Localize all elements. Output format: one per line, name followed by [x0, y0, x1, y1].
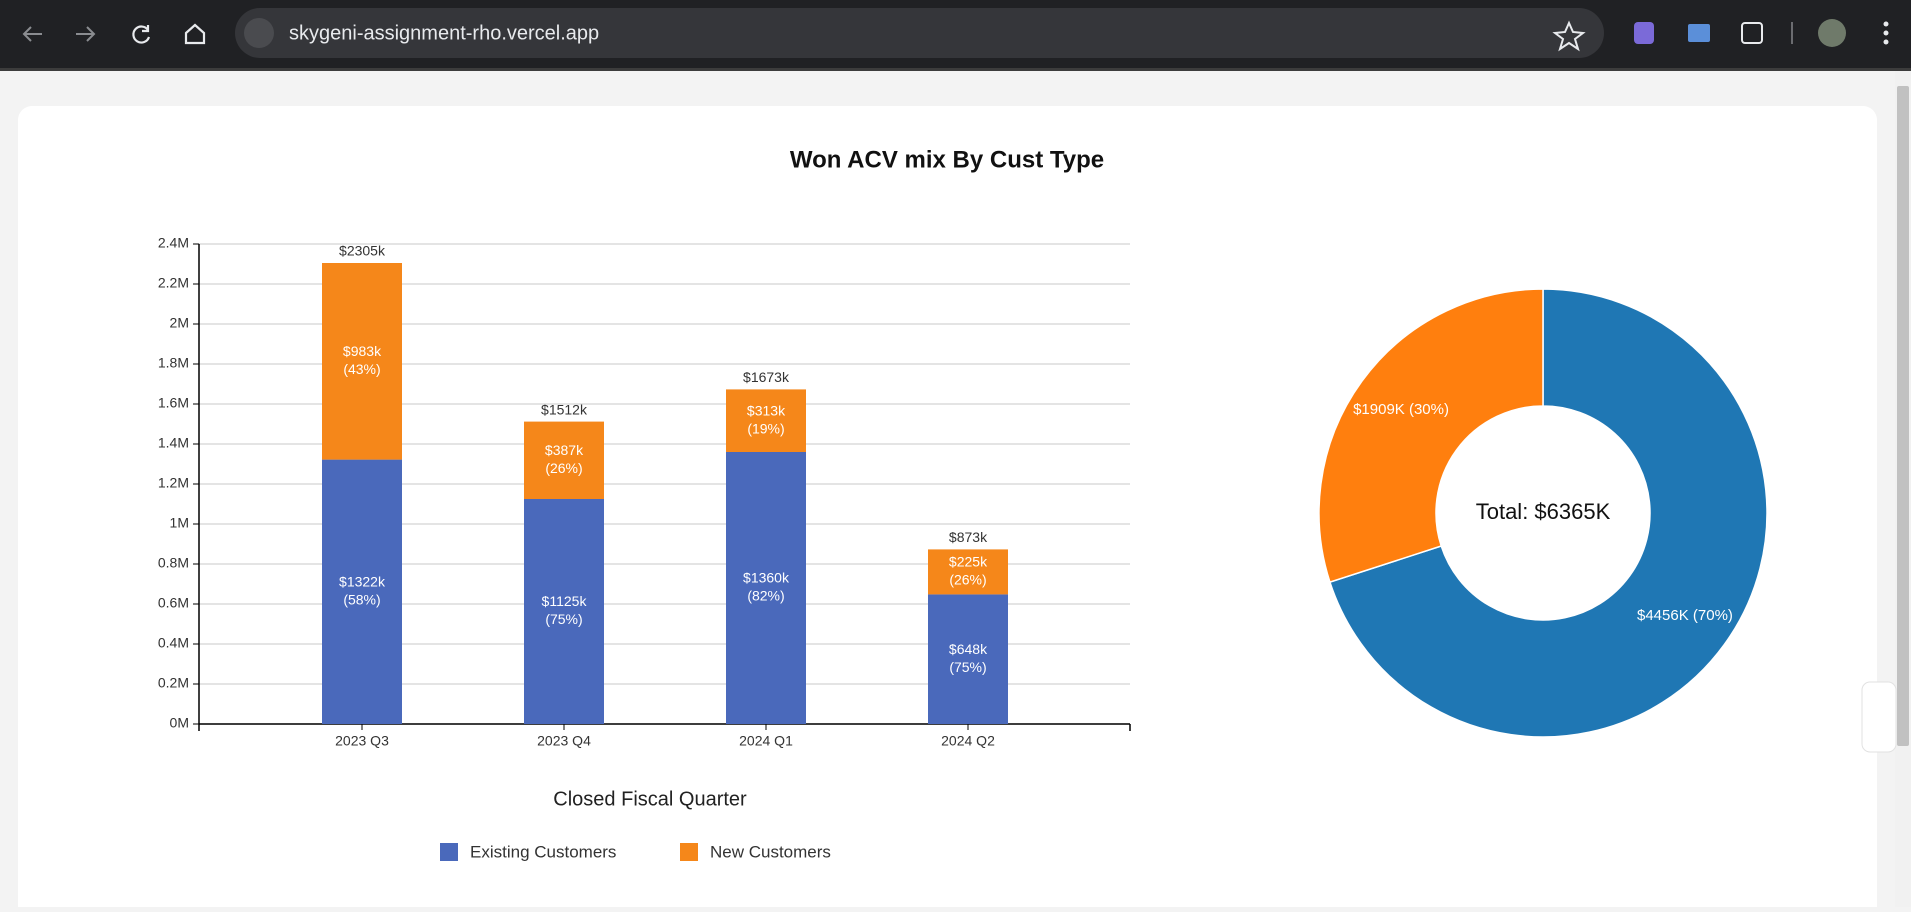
extensions-button[interactable] [1741, 22, 1763, 44]
bar-share-label: (75%) [949, 659, 986, 675]
donut-slice [1328, 288, 1768, 738]
y-tick-label: 0.2M [158, 675, 189, 691]
home-button[interactable] [184, 23, 206, 45]
y-tick-label: 0.4M [158, 635, 189, 651]
bar-share-label: (82%) [747, 588, 784, 604]
y-tick-label: 0M [170, 715, 189, 731]
y-tick-label: 2.2M [158, 275, 189, 291]
y-tick-label: 2.4M [158, 235, 189, 251]
bar-value-label: $983k [343, 343, 382, 359]
bookmark-star[interactable] [1552, 20, 1586, 52]
side-widget[interactable] [1861, 681, 1897, 753]
toolbar-border [0, 68, 1911, 71]
bar-value-label: $1360k [743, 570, 790, 586]
bar-segment [322, 263, 402, 460]
y-tick-label: 1.2M [158, 475, 189, 491]
y-tick-label: 1M [170, 515, 189, 531]
bar-share-label: (26%) [949, 572, 986, 588]
bar-value-label: $1125k [542, 593, 588, 609]
scrollbar-thumb[interactable] [1897, 86, 1909, 746]
address-bar[interactable] [235, 8, 1604, 58]
bar-total-label: $1673k [743, 369, 790, 385]
x-tick-label: 2024 Q1 [739, 733, 793, 749]
bar-share-label: (19%) [747, 420, 784, 436]
chart-title: Won ACV mix By Cust Type [790, 146, 1104, 173]
bar-value-label: $648k [949, 641, 988, 657]
donut-slice [1318, 288, 1544, 584]
slice-label: $4456K (70%) [1637, 607, 1733, 624]
bar-share-label: (43%) [343, 361, 380, 377]
bar-segment [928, 549, 1008, 595]
reload-button[interactable] [132, 25, 151, 44]
bar-value-label: $387k [545, 442, 584, 458]
y-tick-label: 2M [170, 315, 189, 331]
bar-total-label: $1512k [541, 401, 588, 417]
y-tick-label: 0.6M [158, 595, 189, 611]
bar-total-label: $873k [949, 529, 988, 545]
profile-avatar[interactable] [1818, 19, 1846, 47]
legend-swatch [680, 843, 698, 861]
y-tick-label: 1.4M [158, 435, 189, 451]
legend-label: New Customers [710, 842, 831, 861]
bar-share-label: (75%) [545, 611, 582, 627]
bar-total-label: $2305k [339, 243, 386, 259]
bar-share-label: (58%) [343, 592, 380, 608]
x-tick-label: 2023 Q3 [335, 733, 389, 749]
back-button[interactable] [22, 26, 42, 42]
forward-button[interactable] [76, 26, 96, 42]
y-tick-label: 0.8M [158, 555, 189, 571]
bar-segment [524, 421, 604, 499]
bar-value-label: $225k [949, 554, 988, 570]
bar-segment [726, 452, 806, 724]
bar-segment [928, 594, 1008, 724]
y-tick-label: 1.6M [158, 395, 189, 411]
site-info-icon[interactable] [244, 18, 274, 48]
extension-icon[interactable] [1634, 22, 1654, 44]
bar-value-label: $1322k [339, 574, 386, 590]
bar-value-label: $313k [747, 402, 786, 418]
donut-total-label: Total: $6365K [1476, 499, 1611, 524]
menu-button[interactable] [1883, 21, 1889, 45]
legend-label: Existing Customers [470, 842, 616, 861]
legend-swatch [440, 843, 458, 861]
x-axis-title: Closed Fiscal Quarter [553, 788, 747, 810]
bar-share-label: (26%) [545, 460, 582, 476]
extension-icon[interactable] [1688, 24, 1710, 42]
x-tick-label: 2024 Q2 [941, 733, 995, 749]
chart-card [18, 106, 1877, 912]
slice-label: $1909K (30%) [1353, 401, 1449, 418]
y-tick-label: 1.8M [158, 355, 189, 371]
x-tick-label: 2023 Q4 [537, 733, 591, 749]
bar-segment [524, 499, 604, 724]
url: skygeni-assignment-rho.vercel.app [289, 22, 599, 44]
bar-segment [322, 459, 402, 724]
bar-segment [726, 389, 806, 452]
